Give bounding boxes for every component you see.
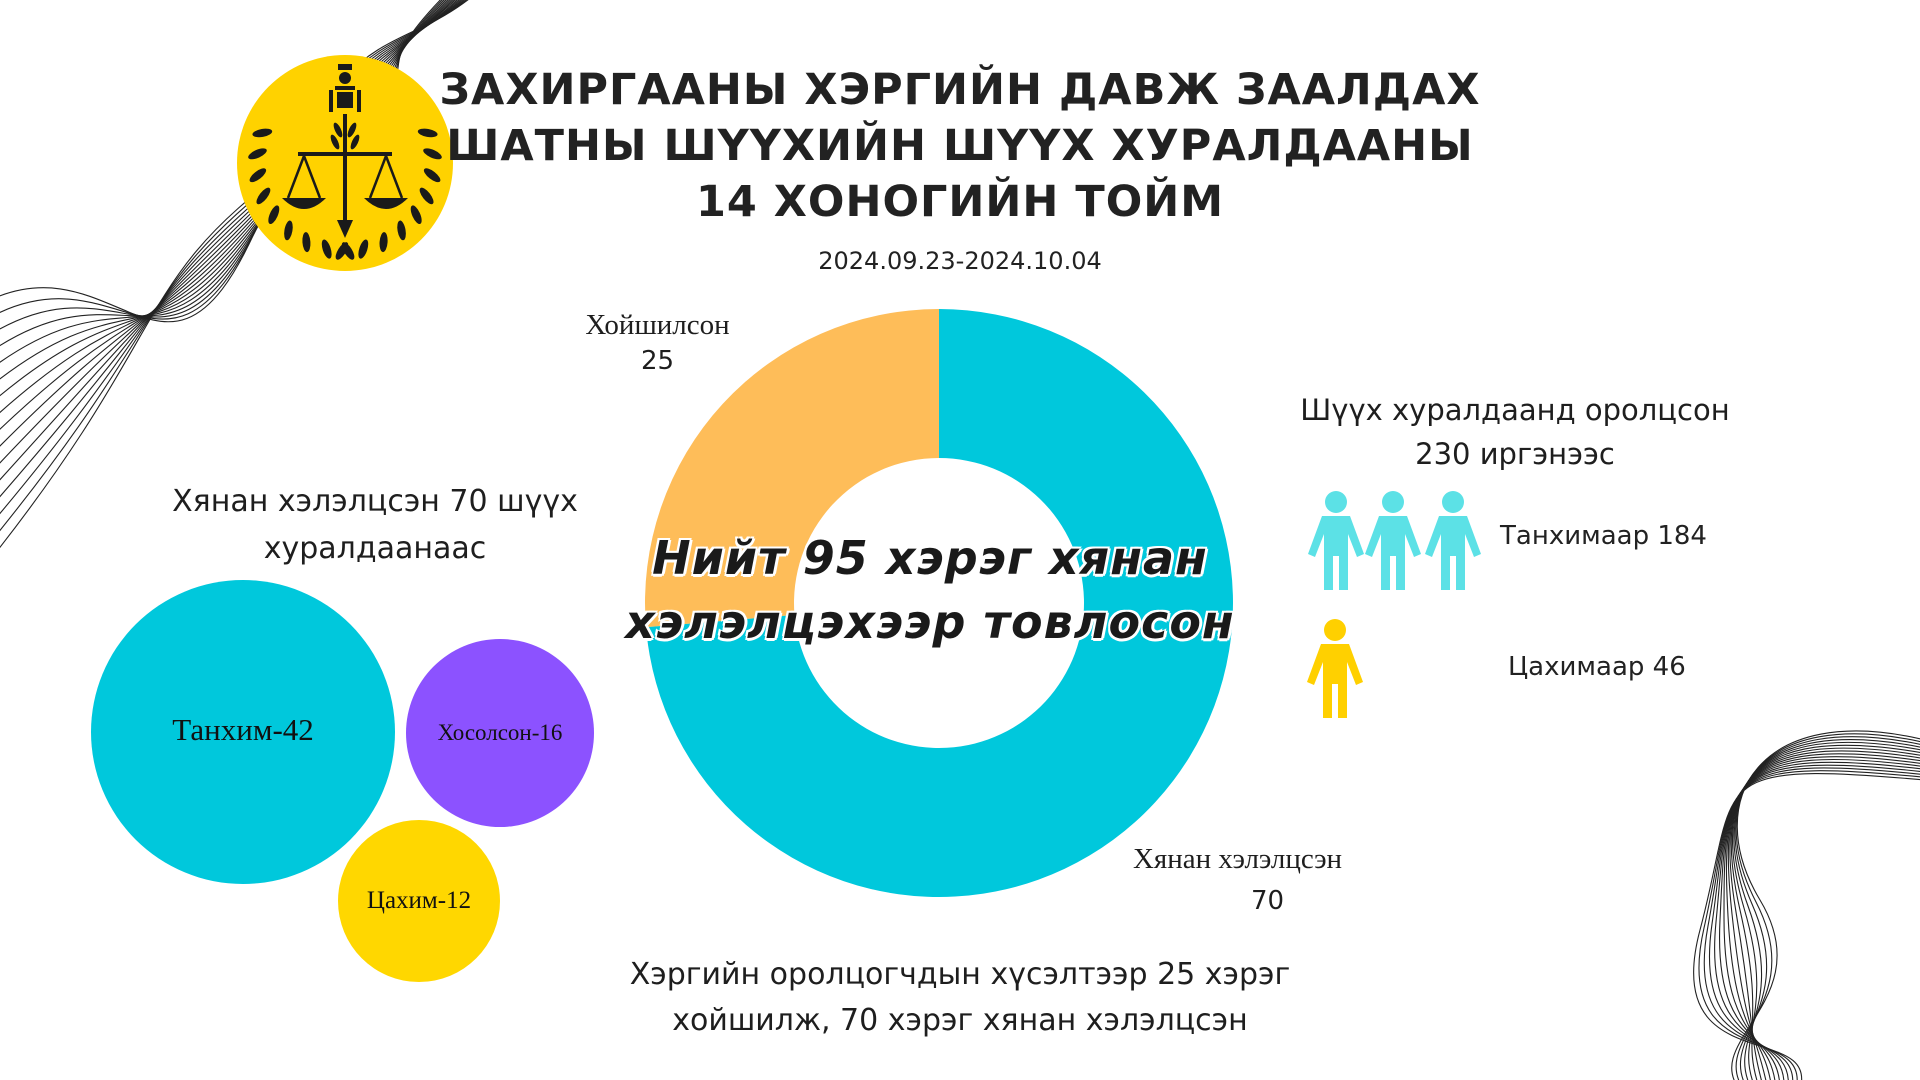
label-postponed-name: Хойшилсон (585, 309, 730, 341)
label-postponed: Хойшилсон 25 (540, 307, 775, 379)
wave-line (0, 0, 464, 347)
court-emblem-logo (237, 55, 453, 271)
date-range: 2024.09.23-2024.10.04 (818, 247, 1102, 275)
bubble-label-online: Цахим-12 (366, 887, 472, 914)
donut-slice-reviewed (646, 309, 1233, 897)
wave-line (1693, 772, 1920, 1080)
attendance-caption-line-2: 230 иргэнээс (1415, 437, 1615, 471)
bubble-caption-line-1: Хянан хэлэлцсэн 70 шүүх (172, 484, 578, 519)
title-line-3: 14 ХОНОГИЙН ТОЙМ (695, 177, 1225, 227)
online-count-label: Цахимаар 46 (1508, 652, 1686, 682)
title-line-2: ШАТНЫ ШҮҮХИЙН ШҮҮХ ХУРАЛДААНЫ (446, 121, 1474, 171)
bubble-label-in-person: Танхим-42 (172, 712, 314, 747)
page-title: ЗАХИРГААНЫ ХЭРГИЙН ДАВЖ ЗААЛДАХ ШАТНЫ ШҮ… (400, 62, 1520, 230)
donut-slice-postponed (645, 309, 939, 628)
summary-caption-line-2: хойшилж, 70 хэрэг хянан хэлэлцсэн (672, 1003, 1248, 1038)
label-reviewed-value: 70 (1250, 886, 1285, 916)
attendance-caption-line-1: Шүүх хуралдаанд оролцсон (1300, 393, 1730, 427)
label-reviewed: Хянан хэлэлцсэн 70 (1090, 838, 1385, 922)
in-person-count-label: Танхимаар 184 (1500, 521, 1707, 551)
donut-center-text: Нийт 95 хэрэг хянан хэлэлцэхээр товлосон (620, 526, 1240, 654)
attendance-caption: Шүүх хуралдаанд оролцсон 230 иргэнээс (1285, 388, 1745, 476)
person-icon (1365, 491, 1421, 590)
bubble-caption-line-2: хуралдаанаас (263, 531, 487, 566)
title-line-1: ЗАХИРГААНЫ ХЭРГИЙН ДАВЖ ЗААЛДАХ (439, 65, 1481, 115)
bubble-online (338, 820, 500, 982)
person-icon (1308, 491, 1364, 590)
label-reviewed-name: Хянан хэлэлцсэн (1132, 843, 1343, 875)
label-postponed-value: 25 (640, 346, 675, 376)
center-text-line-2: хэлэлцэхээр товлосон (625, 595, 1235, 649)
summary-caption-line-1: Хэргийн оролцогчдын хүсэлтээр 25 хэрэг (629, 957, 1291, 992)
bubble-hybrid (406, 639, 594, 827)
bubble-label-hybrid: Хосолсон-16 (437, 720, 563, 745)
bubble-in-person (91, 580, 395, 884)
person-icon (1307, 619, 1363, 718)
summary-caption: Хэргийн оролцогчдын хүсэлтээр 25 хэрэг х… (570, 952, 1350, 1044)
bubble-caption: Хянан хэлэлцсэн 70 шүүх хуралдаанаас (140, 478, 610, 572)
wave-line (0, 0, 467, 320)
center-text-line-1: Нийт 95 хэрэг хянан (652, 531, 1208, 585)
person-icon (1425, 491, 1481, 590)
wave-line (0, 0, 466, 330)
